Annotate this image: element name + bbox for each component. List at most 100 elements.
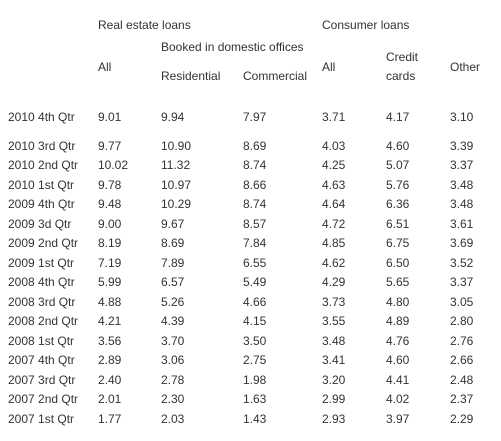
cell-consumer-all: 3.55: [322, 314, 346, 328]
cell-period: 2009 3d Qtr: [8, 217, 72, 231]
cell-re-all: 2.01: [98, 392, 122, 406]
cell-re-all: 2.40: [98, 373, 122, 387]
table-row: 2007 3rd Qtr 2.40 2.78 1.98 3.20 4.41 2.…: [0, 373, 501, 389]
cell-residential: 10.90: [161, 139, 192, 153]
cell-period: 2010 3rd Qtr: [8, 139, 76, 153]
cell-consumer-all: 3.71: [322, 110, 346, 124]
header-other: Other: [450, 60, 481, 74]
cell-consumer-all: 4.62: [322, 256, 346, 270]
cell-consumer-all: 4.63: [322, 178, 346, 192]
cell-consumer-all: 3.20: [322, 373, 346, 387]
cell-commercial: 8.74: [243, 197, 267, 211]
cell-consumer-all: 4.85: [322, 236, 346, 250]
cell-other: 3.39: [450, 139, 474, 153]
cell-credit-cards: 5.76: [386, 178, 410, 192]
cell-residential: 6.57: [161, 275, 185, 289]
cell-other: 2.80: [450, 314, 474, 328]
cell-credit-cards: 3.97: [386, 412, 410, 426]
cell-commercial: 8.74: [243, 158, 267, 172]
header-consumer-all: All: [322, 60, 336, 74]
cell-credit-cards: 4.80: [386, 295, 410, 309]
cell-period: 2008 3rd Qtr: [8, 295, 76, 309]
cell-period: 2008 1st Qtr: [8, 334, 75, 348]
table-row: 2007 4th Qtr 2.89 3.06 2.75 3.41 4.60 2.…: [0, 353, 501, 369]
cell-commercial: 4.66: [243, 295, 267, 309]
cell-credit-cards: 5.65: [386, 275, 410, 289]
cell-other: 3.52: [450, 256, 474, 270]
cell-credit-cards: 6.75: [386, 236, 410, 250]
cell-commercial: 4.15: [243, 314, 267, 328]
header-re-all: All: [98, 60, 112, 74]
cell-consumer-all: 4.72: [322, 217, 346, 231]
cell-period: 2009 4th Qtr: [8, 197, 75, 211]
cell-re-all: 10.02: [98, 158, 129, 172]
table-row: 2010 4th Qtr 9.01 9.94 7.97 3.71 4.17 3.…: [0, 110, 501, 126]
header-booked-domestic: Booked in domestic offices: [161, 40, 304, 54]
cell-consumer-all: 4.64: [322, 197, 346, 211]
cell-other: 2.48: [450, 373, 474, 387]
cell-other: 3.48: [450, 197, 474, 211]
cell-consumer-all: 4.29: [322, 275, 346, 289]
cell-commercial: 7.97: [243, 110, 267, 124]
cell-re-all: 9.48: [98, 197, 122, 211]
cell-credit-cards: 6.51: [386, 217, 410, 231]
cell-commercial: 6.55: [243, 256, 267, 270]
cell-commercial: 7.84: [243, 236, 267, 250]
table-row: 2008 1st Qtr 3.56 3.70 3.50 3.48 4.76 2.…: [0, 334, 501, 350]
cell-residential: 8.69: [161, 236, 185, 250]
cell-residential: 5.26: [161, 295, 185, 309]
cell-other: 3.69: [450, 236, 474, 250]
cell-period: 2007 3rd Qtr: [8, 373, 76, 387]
table-row: 2007 1st Qtr 1.77 2.03 1.43 2.93 3.97 2.…: [0, 412, 501, 428]
table-row: 2009 2nd Qtr 8.19 8.69 7.84 4.85 6.75 3.…: [0, 236, 501, 252]
table-row: 2009 4th Qtr 9.48 10.29 8.74 4.64 6.36 3…: [0, 197, 501, 213]
cell-re-all: 5.99: [98, 275, 122, 289]
cell-commercial: 5.49: [243, 275, 267, 289]
header-consumer-loans: Consumer loans: [322, 18, 410, 32]
cell-residential: 10.97: [161, 178, 192, 192]
cell-consumer-all: 4.25: [322, 158, 346, 172]
cell-residential: 3.70: [161, 334, 185, 348]
cell-re-all: 7.19: [98, 256, 122, 270]
cell-credit-cards: 6.36: [386, 197, 410, 211]
cell-commercial: 8.57: [243, 217, 267, 231]
cell-commercial: 3.50: [243, 334, 267, 348]
cell-period: 2007 2nd Qtr: [8, 392, 79, 406]
cell-other: 3.37: [450, 275, 474, 289]
cell-re-all: 4.21: [98, 314, 122, 328]
cell-period: 2008 2nd Qtr: [8, 314, 79, 328]
cell-credit-cards: 5.07: [386, 158, 410, 172]
cell-period: 2010 2nd Qtr: [8, 158, 79, 172]
cell-consumer-all: 3.41: [322, 353, 346, 367]
cell-credit-cards: 4.60: [386, 353, 410, 367]
cell-consumer-all: 3.48: [322, 334, 346, 348]
header-credit-line1: Credit: [386, 50, 419, 64]
table-row: 2010 2nd Qtr 10.02 11.32 8.74 4.25 5.07 …: [0, 158, 501, 174]
cell-commercial: 8.66: [243, 178, 267, 192]
cell-other: 2.37: [450, 392, 474, 406]
table-row: 2008 4th Qtr 5.99 6.57 5.49 4.29 5.65 3.…: [0, 275, 501, 291]
cell-period: 2007 1st Qtr: [8, 412, 75, 426]
cell-period: 2010 1st Qtr: [8, 178, 75, 192]
header-real-estate-loans: Real estate loans: [98, 18, 191, 32]
cell-residential: 2.30: [161, 392, 185, 406]
cell-re-all: 1.77: [98, 412, 122, 426]
cell-consumer-all: 4.03: [322, 139, 346, 153]
cell-credit-cards: 4.76: [386, 334, 410, 348]
cell-residential: 2.03: [161, 412, 185, 426]
cell-commercial: 8.69: [243, 139, 267, 153]
cell-residential: 10.29: [161, 197, 192, 211]
header-credit-line2: cards: [386, 69, 416, 83]
cell-period: 2009 1st Qtr: [8, 256, 75, 270]
cell-re-all: 9.77: [98, 139, 122, 153]
table-row: 2009 1st Qtr 7.19 7.89 6.55 4.62 6.50 3.…: [0, 256, 501, 272]
cell-other: 3.48: [450, 178, 474, 192]
cell-credit-cards: 4.60: [386, 139, 410, 153]
cell-period: 2007 4th Qtr: [8, 353, 75, 367]
cell-commercial: 2.75: [243, 353, 267, 367]
cell-other: 2.76: [450, 334, 474, 348]
table-row: 2007 2nd Qtr 2.01 2.30 1.63 2.99 4.02 2.…: [0, 392, 501, 408]
cell-commercial: 1.98: [243, 373, 267, 387]
cell-residential: 4.39: [161, 314, 185, 328]
cell-period: 2009 2nd Qtr: [8, 236, 79, 250]
